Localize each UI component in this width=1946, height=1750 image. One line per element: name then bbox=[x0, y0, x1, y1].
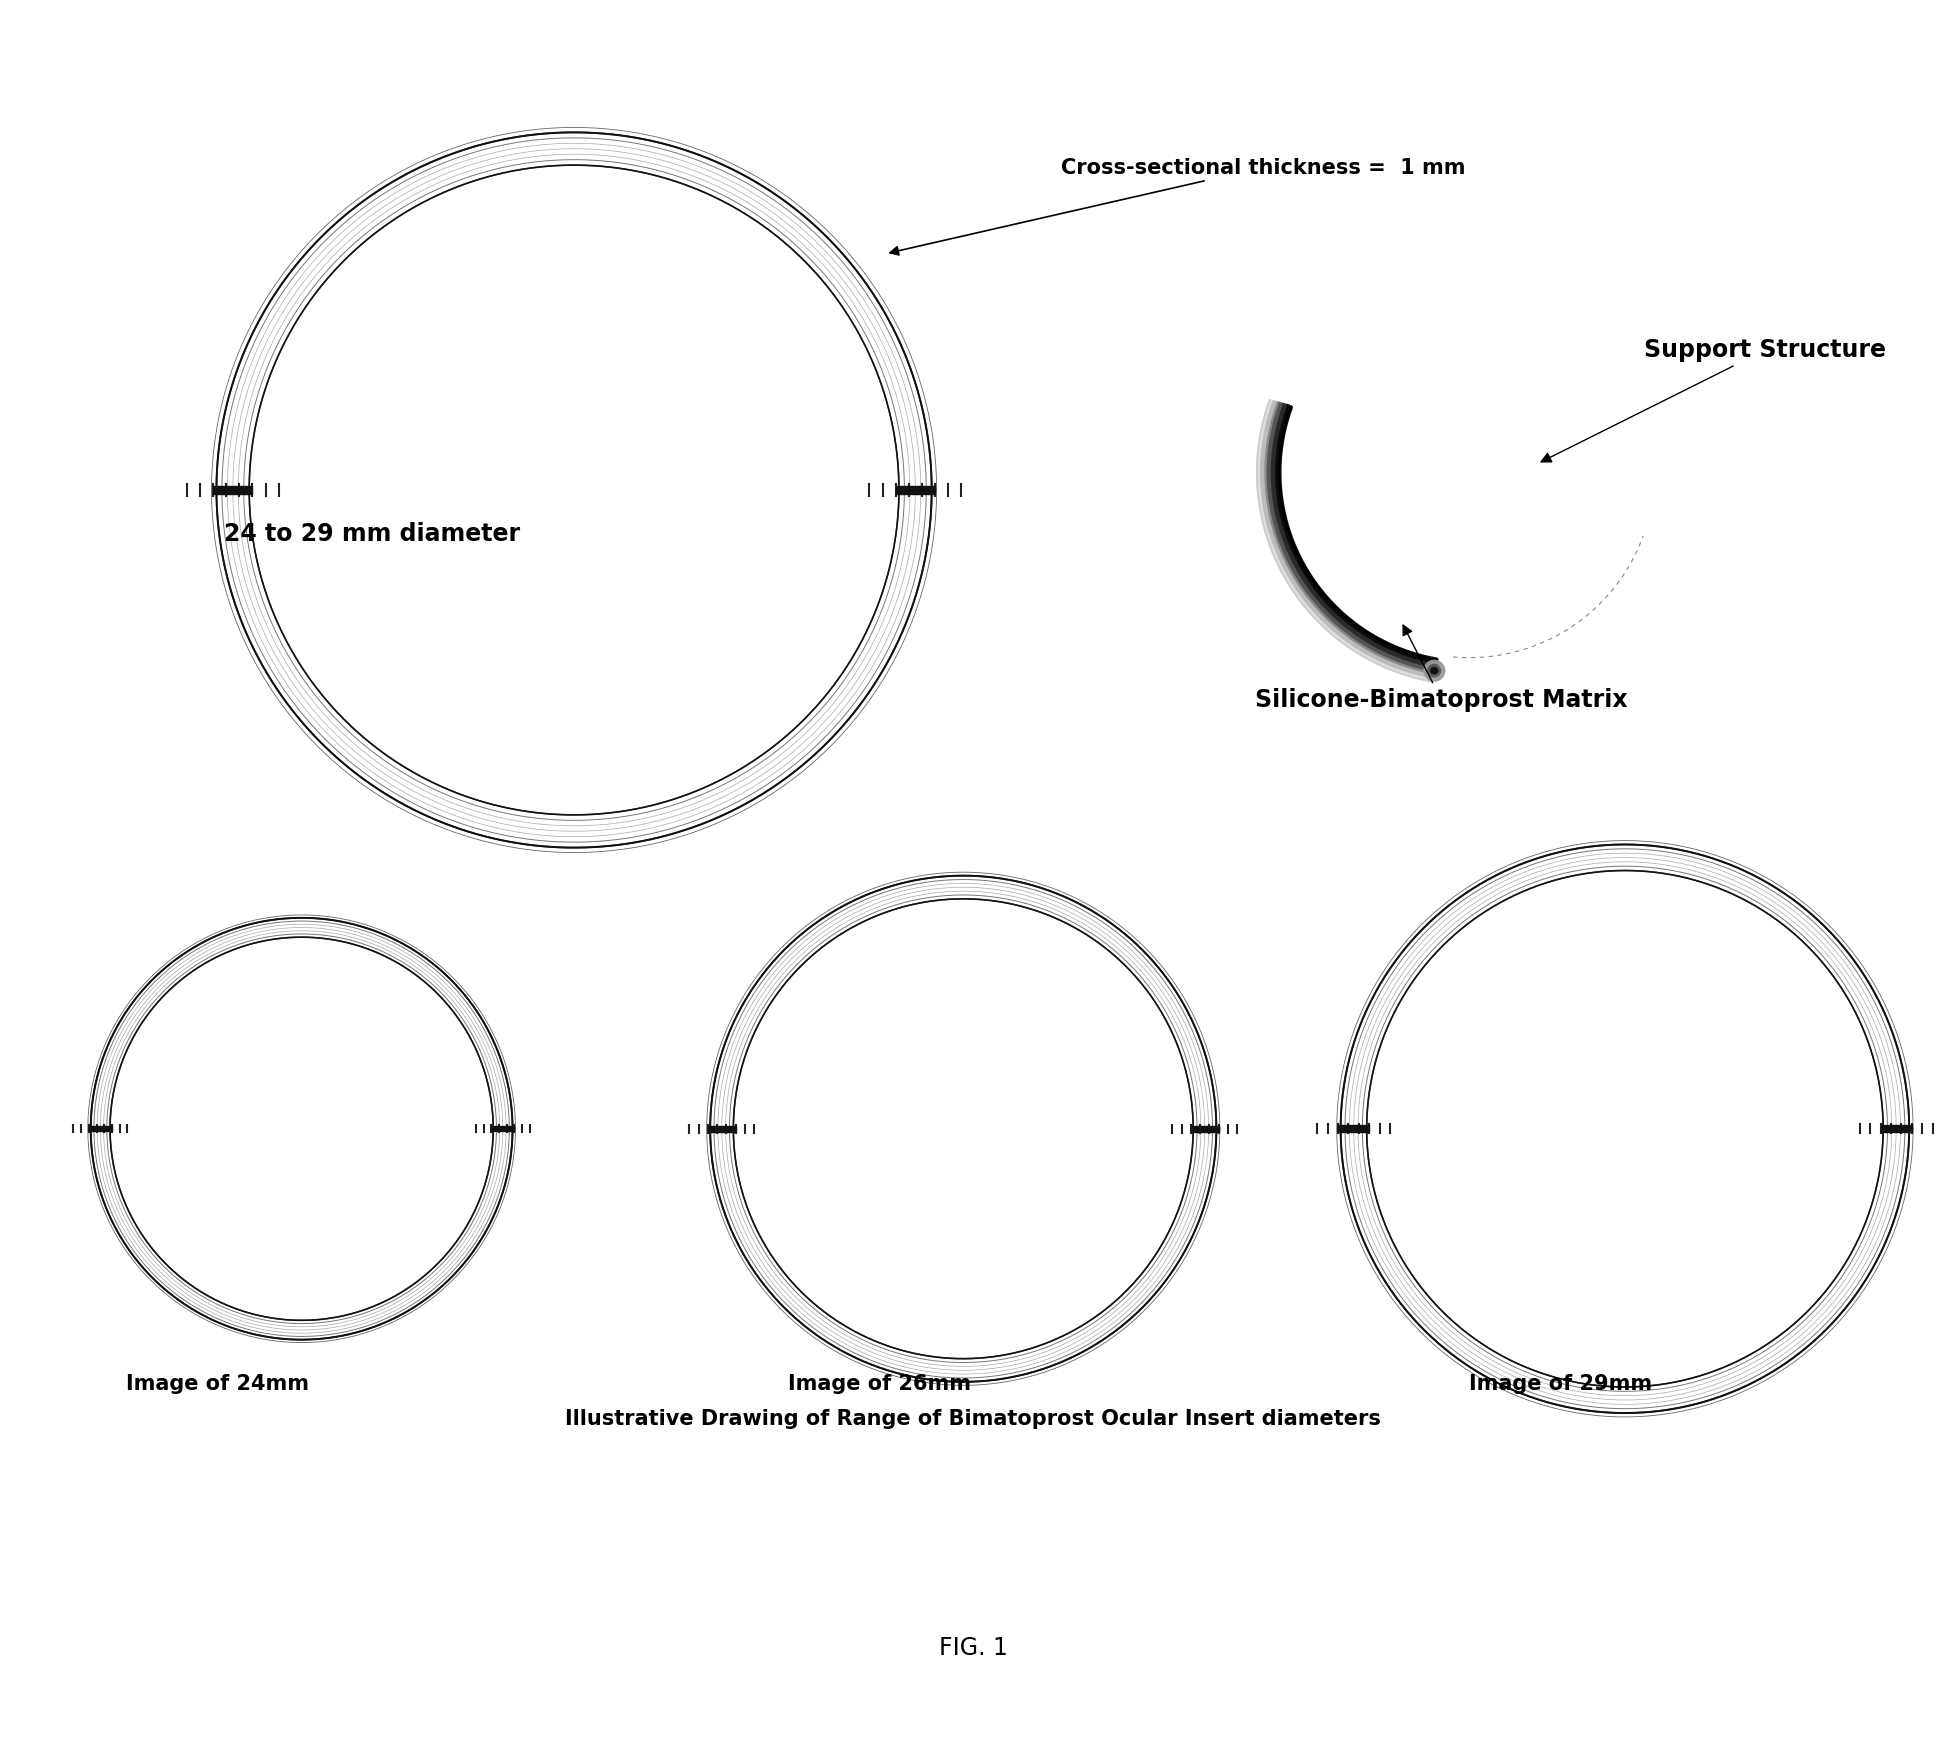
Text: FIG. 1: FIG. 1 bbox=[938, 1636, 1008, 1661]
Bar bbox=[895, 487, 934, 493]
Circle shape bbox=[1430, 667, 1438, 674]
Text: Illustrative Drawing of Range of Bimatoprost Ocular Insert diameters: Illustrative Drawing of Range of Bimatop… bbox=[564, 1409, 1382, 1428]
Bar bbox=[1339, 1125, 1370, 1132]
Bar bbox=[490, 1127, 514, 1130]
Bar bbox=[90, 1127, 113, 1130]
Text: 24 to 29 mm diameter: 24 to 29 mm diameter bbox=[224, 522, 520, 546]
Text: Image of 24mm: Image of 24mm bbox=[126, 1374, 309, 1393]
Bar bbox=[1880, 1125, 1911, 1132]
Text: Image of 29mm: Image of 29mm bbox=[1469, 1374, 1652, 1393]
Bar bbox=[708, 1125, 736, 1132]
Bar bbox=[1191, 1125, 1218, 1132]
Text: Support Structure: Support Structure bbox=[1541, 338, 1886, 462]
Text: Image of 26mm: Image of 26mm bbox=[788, 1374, 971, 1393]
Text: Cross-sectional thickness =  1 mm: Cross-sectional thickness = 1 mm bbox=[889, 158, 1465, 256]
Text: Silicone-Bimatoprost Matrix: Silicone-Bimatoprost Matrix bbox=[1255, 625, 1627, 712]
Bar bbox=[214, 487, 253, 493]
